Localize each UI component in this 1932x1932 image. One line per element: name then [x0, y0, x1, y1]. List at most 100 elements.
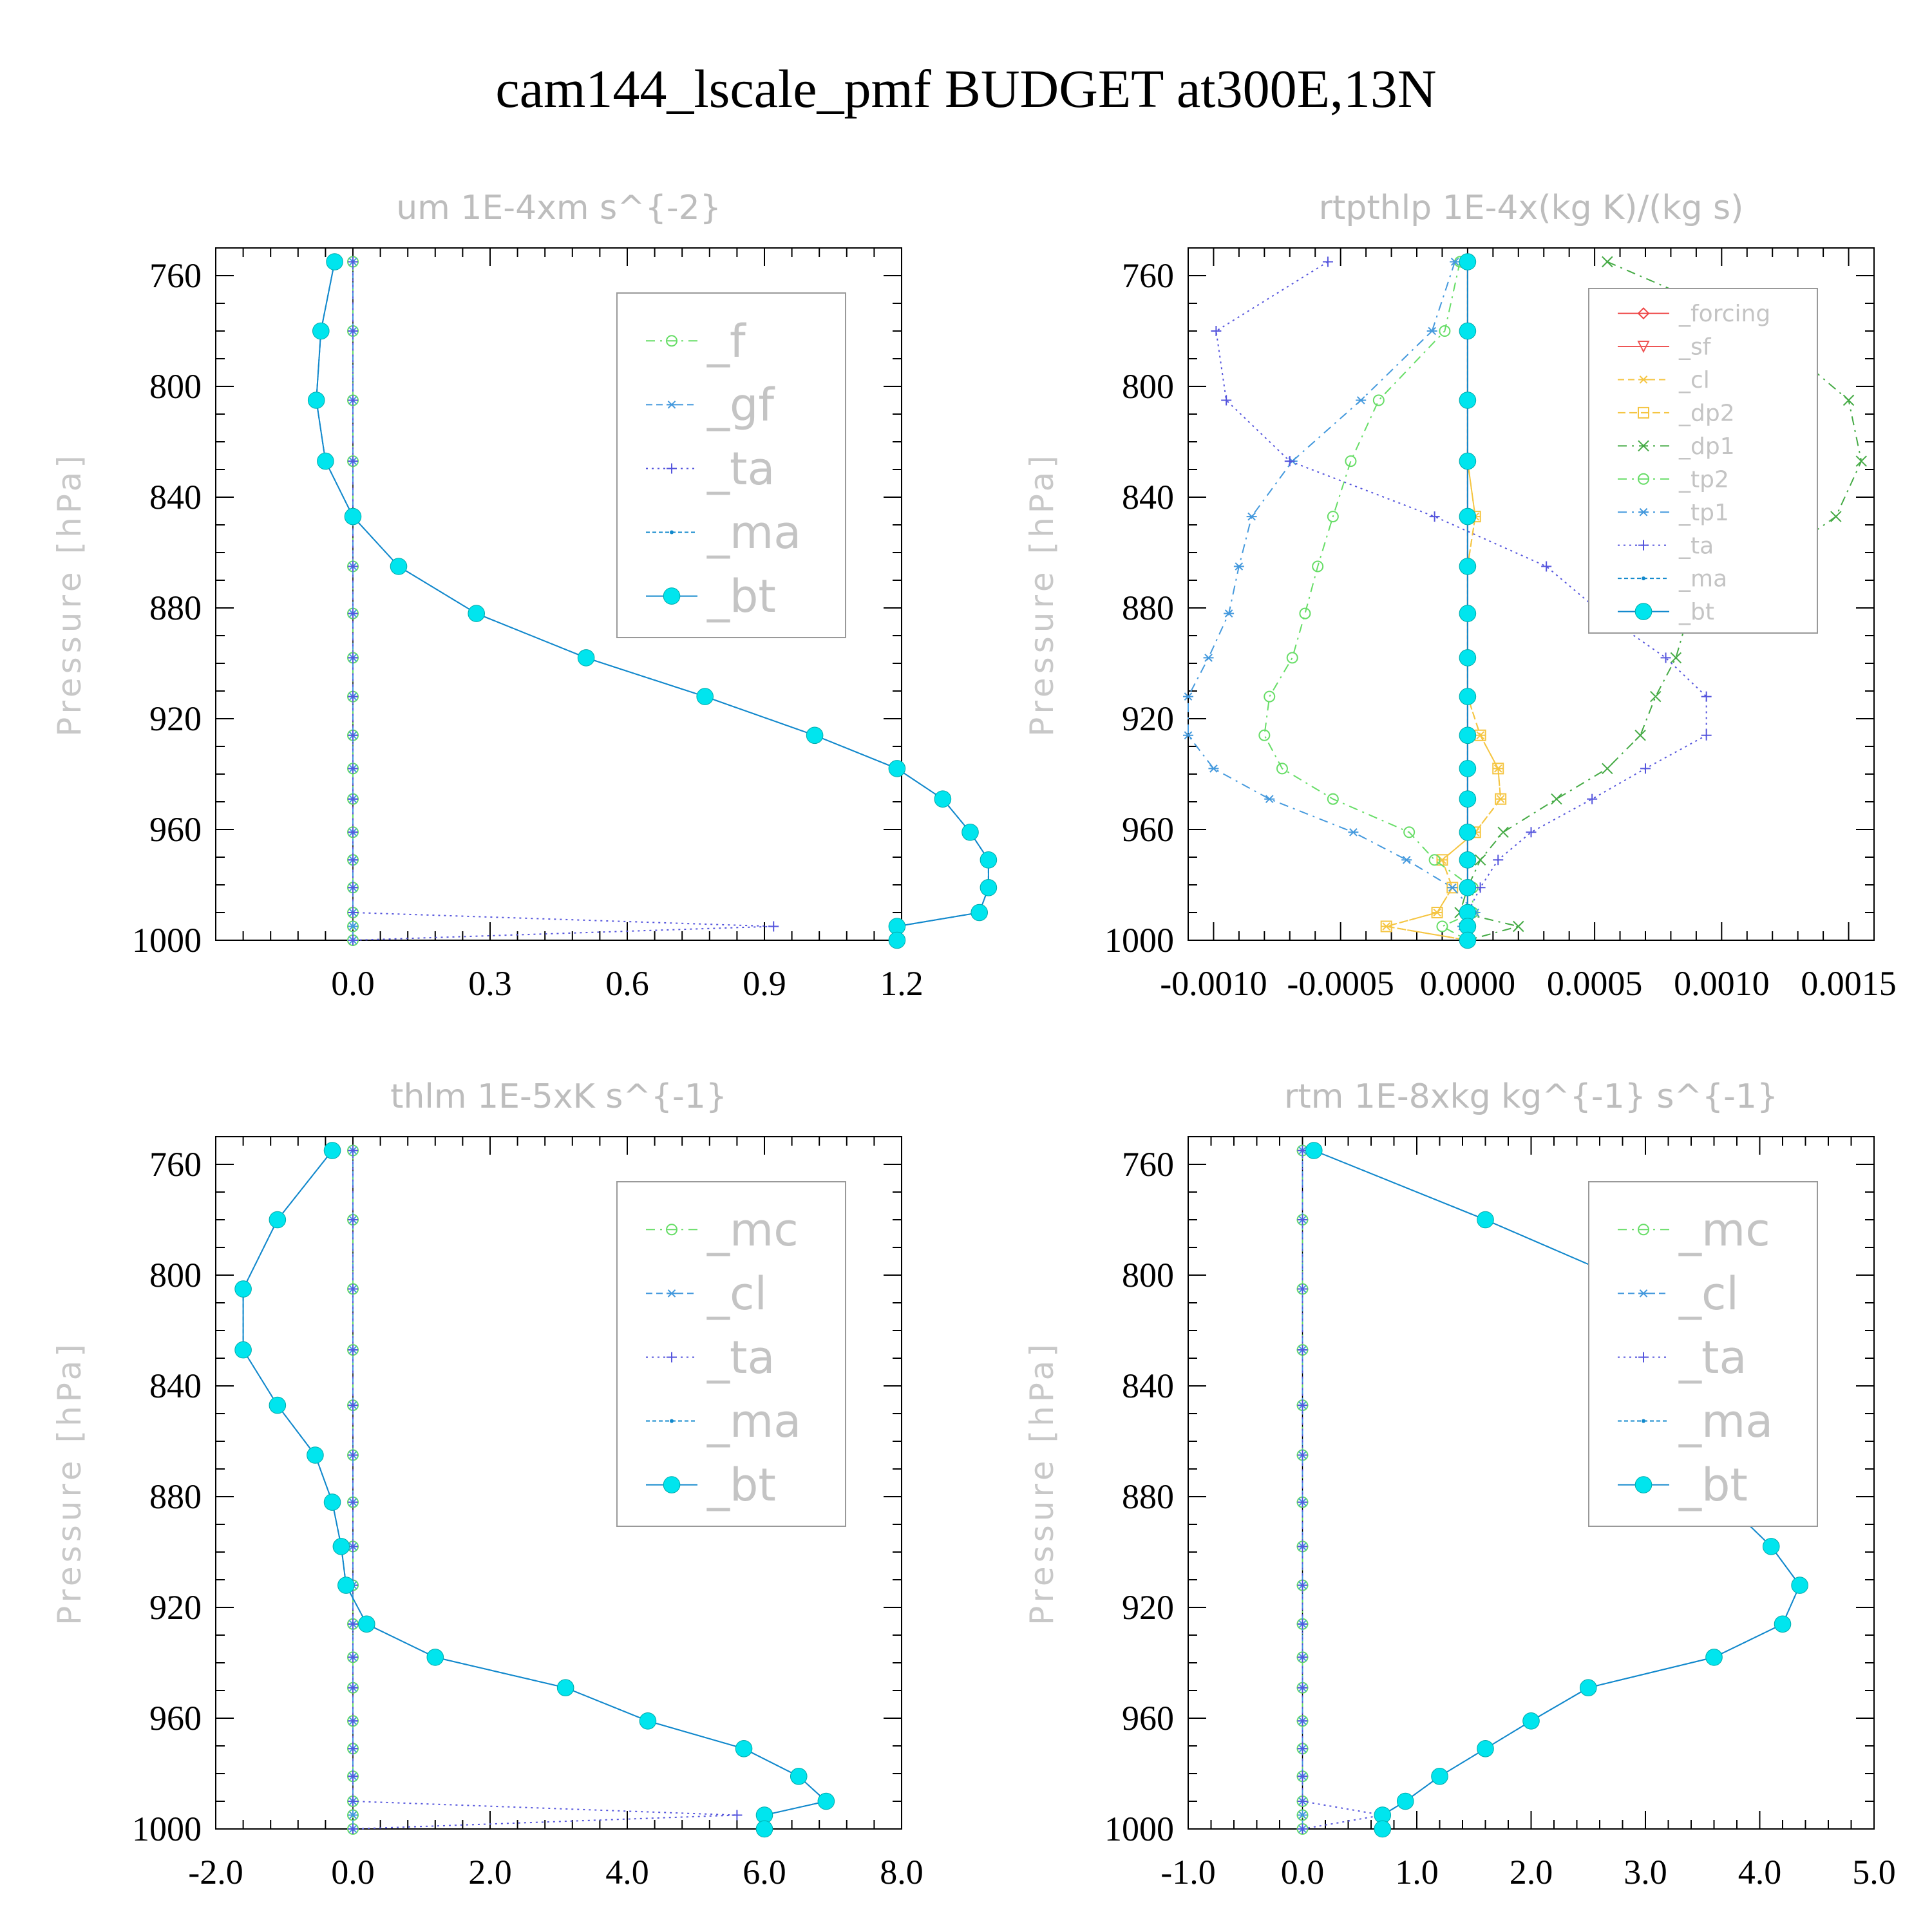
data-point [348, 1682, 358, 1693]
legend-label: _bt [706, 1459, 776, 1511]
y-tick-label: 880 [149, 1477, 202, 1516]
data-point [1492, 762, 1504, 775]
data-point [1459, 649, 1477, 667]
data-point [348, 1450, 358, 1461]
x-tick-label: 0.0 [1281, 1853, 1325, 1891]
legend-label: _gf [706, 379, 775, 431]
data-point [348, 1497, 358, 1508]
x-tick-label: -0.0010 [1160, 964, 1267, 1003]
legend-label: _tp1 [1678, 500, 1729, 526]
legend: _mc _cl _ta _ma _bt [616, 1181, 846, 1527]
data-point [348, 561, 358, 572]
x-tick-label: -1.0 [1160, 1853, 1215, 1891]
data-point [1372, 394, 1385, 406]
legend-box [616, 292, 846, 638]
legend-label: _ta [1678, 1331, 1747, 1384]
data-point [577, 649, 595, 667]
data-point [1276, 762, 1288, 775]
legend: _f _gf _ta _ma _bt [616, 292, 846, 638]
data-point [390, 558, 408, 575]
legend-marker [1638, 406, 1649, 419]
data-point [348, 855, 358, 866]
data-point [1497, 826, 1509, 838]
x-tick-label: 3.0 [1624, 1853, 1667, 1891]
data-point [348, 652, 358, 663]
legend-marker [663, 587, 681, 605]
y-tick-label: 840 [1122, 478, 1174, 516]
y-tick-label: 880 [1122, 1477, 1174, 1516]
y-tick-label: 920 [1122, 699, 1174, 738]
data-point [1459, 879, 1477, 896]
legend-label: _tp2 [1678, 466, 1729, 493]
data-point [696, 688, 714, 705]
data-point [1183, 692, 1193, 701]
data-point [1246, 512, 1257, 521]
data-point [348, 1652, 358, 1663]
legend-label: _bt [706, 570, 776, 623]
y-tick-label: 960 [1122, 810, 1174, 849]
data-point [348, 827, 358, 838]
data-point [1495, 793, 1507, 805]
data-point [806, 726, 824, 744]
data-point [1459, 322, 1477, 340]
legend-label: _ta [1678, 533, 1714, 559]
series-line [1264, 261, 1473, 941]
series-tp2 [1258, 256, 1479, 946]
data-point [1305, 1142, 1323, 1159]
data-point [1634, 730, 1646, 741]
data-point [348, 935, 358, 945]
data-point [348, 1716, 358, 1727]
data-point [1477, 1740, 1494, 1757]
data-point [1401, 855, 1412, 864]
data-point [1297, 1743, 1308, 1754]
data-point [1459, 392, 1477, 409]
data-point [348, 256, 358, 267]
legend-marker [1642, 576, 1645, 581]
data-point [556, 1679, 574, 1696]
y-tick-label: 800 [1122, 367, 1174, 406]
data-point [755, 1820, 773, 1838]
data-point [1459, 726, 1477, 744]
data-point [1762, 1538, 1780, 1555]
data-point [1297, 1796, 1308, 1806]
data-point [1297, 1215, 1308, 1225]
x-tick-label: 1.0 [1395, 1853, 1439, 1891]
data-point [1640, 763, 1651, 774]
legend-marker [1638, 473, 1649, 485]
y-tick-label: 800 [1122, 1256, 1174, 1294]
y-tick-label: 800 [149, 367, 202, 406]
data-point [1327, 793, 1339, 805]
data-point [1297, 1652, 1308, 1663]
data-point [269, 1396, 287, 1414]
y-tick-label: 760 [1122, 1145, 1174, 1184]
data-point [1429, 511, 1440, 522]
data-point [1297, 1497, 1308, 1508]
data-point [1459, 851, 1477, 869]
legend-label: _ta [706, 1331, 775, 1384]
legend-marker [1638, 540, 1649, 551]
series-line [1386, 261, 1502, 941]
x-tick-label: 5.0 [1852, 1853, 1896, 1891]
legend-label: _forcing [1678, 301, 1770, 327]
data-point [348, 882, 358, 893]
data-point [1183, 731, 1193, 740]
data-point [1701, 691, 1712, 702]
legend-marker [1638, 1352, 1649, 1363]
data-point [337, 1577, 355, 1594]
data-point [1450, 258, 1461, 266]
data-point [1297, 1580, 1308, 1591]
data-point [348, 763, 358, 774]
data-point [348, 691, 358, 702]
data-point [323, 1142, 341, 1159]
data-point [1439, 325, 1451, 337]
data-point [980, 879, 998, 896]
legend-label: _sf [1678, 334, 1712, 361]
data-point [888, 931, 906, 949]
legend-label: _dp1 [1678, 433, 1735, 460]
chart-panel-3: thlm 1E-5xK s^{-1} Pressure [hPa] 760 800 84… [51, 1077, 923, 1891]
data-point [344, 507, 362, 526]
data-point [1224, 609, 1235, 618]
data-point [348, 922, 358, 931]
legend: _forcing _sf _cl _dp2 _dp1 _tp2 _tp1 _ta _ma _bt [1588, 288, 1818, 634]
x-tick-label: 0.0015 [1801, 964, 1897, 1003]
